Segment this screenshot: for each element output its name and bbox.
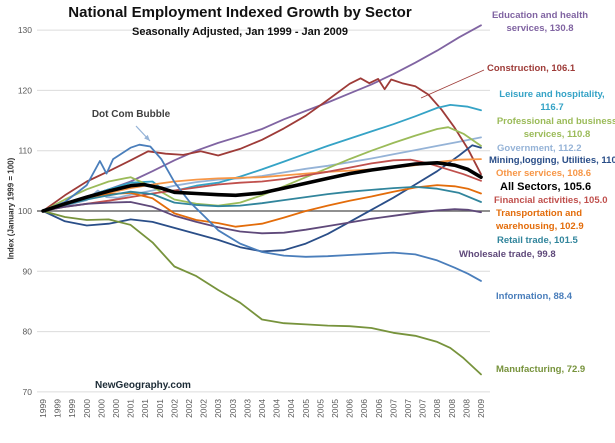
x-tick-label-30: 2009 <box>476 399 486 418</box>
x-tick-label-11: 2002 <box>199 399 209 418</box>
x-tick-label-10: 2002 <box>184 399 194 418</box>
x-tick-label-1: 1999 <box>53 399 63 418</box>
x-tick-label-20: 2005 <box>330 399 340 418</box>
x-tick-label-7: 2001 <box>140 399 150 418</box>
x-tick-label-22: 2006 <box>359 399 369 418</box>
series-line-all-sectors <box>41 161 483 213</box>
series-label-mining-logging-utilities: Mining,logging, Utilities, 110.5 <box>489 155 615 166</box>
x-tick-label-19: 2005 <box>315 399 325 418</box>
series-label-manufacturing: Manufacturing, 72.9 <box>496 364 585 375</box>
x-tick-label-14: 2003 <box>242 399 252 418</box>
dot-com-bubble-annotation: Dot Com Bubble <box>91 109 171 120</box>
series-label-financial-activities: Financial activities, 105.0 <box>494 195 608 206</box>
x-tick-label-17: 2004 <box>286 399 296 418</box>
y-tick-label-80: 80 <box>23 327 33 337</box>
x-tick-label-5: 2000 <box>111 399 121 418</box>
series-label-education-and-health-services: services, 130.8 <box>506 23 573 34</box>
x-tick-label-0: 1999 <box>38 399 48 418</box>
x-tick-label-23: 2006 <box>374 399 384 418</box>
series-label-leisure-and-hospitality: Leisure and hospitality, <box>499 89 604 100</box>
x-tick-label-2: 1999 <box>67 399 77 418</box>
chart-title: National Employment Indexed Growth by Se… <box>68 4 412 21</box>
series-label-information: Information, 88.4 <box>496 291 573 302</box>
series-label-government: Government, 112.2 <box>497 143 581 154</box>
x-tick-label-18: 2005 <box>301 399 311 418</box>
series-label-retail-trade: Retail trade, 101.5 <box>497 235 579 246</box>
x-tick-label-26: 2007 <box>418 399 428 418</box>
series-label-construction: Construction, 106.1 <box>487 63 576 74</box>
series-label-leisure-and-hospitality: 116.7 <box>540 102 563 113</box>
series-line-manufacturing <box>42 210 482 376</box>
y-tick-label-90: 90 <box>23 266 33 276</box>
y-axis-title: Index (January 1999 = 100) <box>6 157 16 260</box>
x-tick-label-16: 2004 <box>272 399 282 418</box>
y-tick-label-120: 120 <box>18 85 32 95</box>
x-tick-label-28: 2008 <box>447 399 457 418</box>
series-line-information <box>42 143 482 282</box>
y-tick-label-130: 130 <box>18 25 32 35</box>
series-line-construction <box>42 77 482 212</box>
x-tick-label-9: 2002 <box>169 399 179 418</box>
x-tick-label-27: 2008 <box>432 399 442 418</box>
x-tick-label-12: 2003 <box>213 399 223 418</box>
series-line-leisure-and-hospitality <box>42 104 482 212</box>
y-tick-label-100: 100 <box>18 206 32 216</box>
x-tick-label-8: 2001 <box>155 399 165 418</box>
series-label-transportation-and-warehousing: warehousing, 102.9 <box>495 221 584 232</box>
series-label-transportation-and-warehousing: Transportation and <box>496 208 582 219</box>
series-label-education-and-health-services: Education and health <box>492 10 588 21</box>
series-line-financial-activities <box>42 158 482 212</box>
x-tick-label-13: 2003 <box>228 399 238 418</box>
series-label-wholesale-trade: Wholesale trade, 99.8 <box>459 249 556 260</box>
watermark-newgeography: NewGeography.com <box>95 380 191 391</box>
y-tick-label-70: 70 <box>23 387 33 397</box>
chart-subtitle: Seasonally Adjusted, Jan 1999 - Jan 2009 <box>131 26 349 38</box>
x-tick-label-3: 2000 <box>82 399 92 418</box>
annotation-arrowhead <box>144 134 150 141</box>
series-label-other-services: Other services, 108.6 <box>496 168 591 179</box>
x-tick-label-15: 2004 <box>257 399 267 418</box>
series-leader-construction <box>420 69 485 99</box>
x-tick-label-25: 2007 <box>403 399 413 418</box>
y-tick-label-110: 110 <box>18 146 32 156</box>
x-tick-label-21: 2006 <box>345 399 355 418</box>
series-label-all-sectors: All Sectors, 105.6 <box>500 181 591 193</box>
series-line-wholesale-trade <box>42 201 482 235</box>
x-tick-label-29: 2008 <box>461 399 471 418</box>
x-tick-label-6: 2001 <box>126 399 136 418</box>
series-label-professional-and-business-services: Professional and business <box>497 116 615 127</box>
x-tick-label-4: 2000 <box>96 399 106 418</box>
series-line-retail-trade <box>42 186 482 212</box>
x-tick-label-24: 2007 <box>388 399 398 418</box>
series-label-professional-and-business-services: services, 110.8 <box>524 129 591 140</box>
